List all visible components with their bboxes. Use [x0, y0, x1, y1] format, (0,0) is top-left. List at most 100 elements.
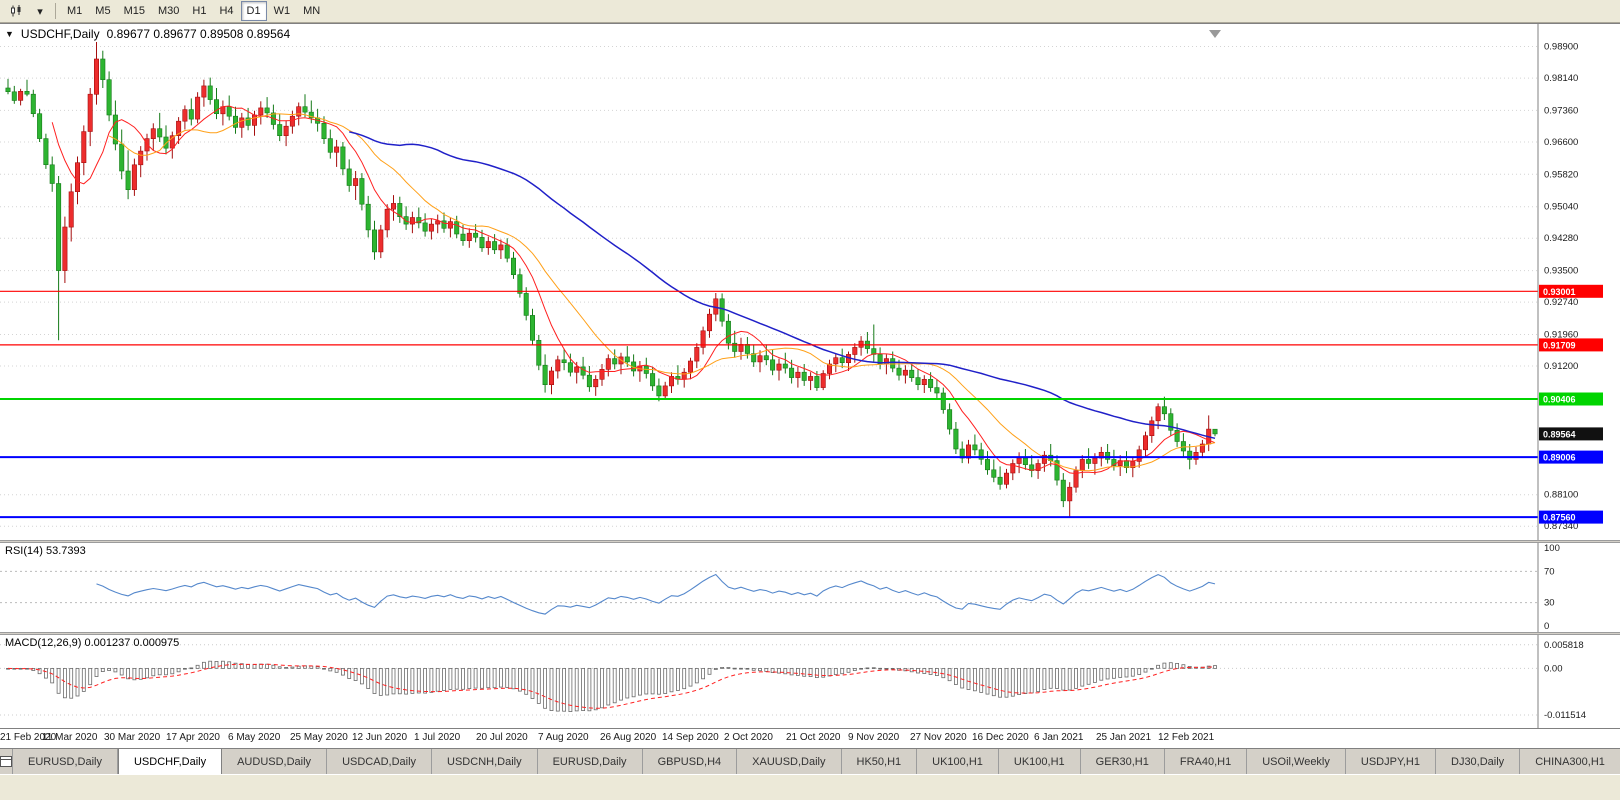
dropdown-arrow-icon[interactable]: ▾: [30, 1, 50, 21]
ma-8-line: [51, 105, 1216, 475]
svg-text:0.95820: 0.95820: [1544, 169, 1578, 180]
chart-tab-audusd-daily[interactable]: AUDUSD,Daily: [222, 749, 328, 774]
price-panel: ▼ USDCHF,Daily 0.89677 0.89677 0.89508 0…: [0, 24, 1620, 540]
timeframe-m30[interactable]: M30: [152, 1, 185, 21]
timeframe-buttons: M1 M5 M15 M30 H1 H4 D1 W1 MN: [61, 1, 326, 21]
price-badge: 0.87560: [1539, 510, 1603, 524]
price-badge: 0.91709: [1539, 338, 1603, 352]
date-label: 9 Nov 2020: [848, 732, 900, 743]
price-badge: 0.89564: [1539, 427, 1603, 441]
toolbar: ▾ M1 M5 M15 M30 H1 H4 D1 W1 MN: [0, 0, 1620, 23]
svg-text:0.91709: 0.91709: [1543, 340, 1576, 350]
svg-text:0.91200: 0.91200: [1544, 361, 1578, 372]
chart-tab-eurusd-daily[interactable]: EURUSD,Daily: [538, 749, 643, 774]
timeframe-w1[interactable]: W1: [268, 1, 297, 21]
charts-list-icon[interactable]: [0, 749, 13, 774]
macd-signal-line: [7, 663, 1216, 709]
chart-tab-uk100-h1[interactable]: UK100,H1: [999, 749, 1081, 774]
date-label: 6 May 2020: [228, 732, 281, 743]
macd-label: MACD(12,26,9) 0.001237 0.000975: [5, 637, 180, 649]
macd-panel: MACD(12,26,9) 0.001237 0.000975 0.005818…: [0, 635, 1620, 728]
date-label: 20 Jul 2020: [476, 732, 528, 743]
svg-text:-0.011514: -0.011514: [1544, 710, 1586, 721]
chart-tab-hk50-h1[interactable]: HK50,H1: [842, 749, 918, 774]
svg-text:0.93001: 0.93001: [1543, 287, 1576, 297]
macd-histogram: [6, 660, 1217, 713]
chart-tab-dj30-daily[interactable]: DJ30,Daily: [1436, 749, 1521, 774]
chart-tab-china300-h1[interactable]: CHINA300,H1: [1520, 749, 1620, 774]
svg-text:0.90406: 0.90406: [1543, 395, 1576, 405]
chart-tab-usdcnh-daily[interactable]: USDCNH,Daily: [432, 749, 538, 774]
candlestick-chart-icon[interactable]: [3, 1, 29, 21]
chart-tabbar: EURUSD,Daily USDCHF,Daily AUDUSD,Daily USDC…: [0, 748, 1620, 774]
timeframe-m15[interactable]: M15: [118, 1, 151, 21]
date-label: 7 Aug 2020: [538, 732, 589, 743]
price-chart-svg[interactable]: 0.98900 0.98140 0.97360 0.96600 0.95820 0.950…: [0, 24, 1620, 540]
svg-text:0.98140: 0.98140: [1544, 73, 1578, 84]
timeframe-m5[interactable]: M5: [89, 1, 116, 21]
chart-tab-fra40-h1[interactable]: FRA40,H1: [1165, 749, 1248, 774]
svg-text:0.00: 0.00: [1544, 663, 1563, 674]
timeframe-d1[interactable]: D1: [240, 1, 267, 21]
date-label: 2 Oct 2020: [724, 732, 773, 743]
chart-region: ▼ USDCHF,Daily 0.89677 0.89677 0.89508 0…: [0, 23, 1620, 748]
panel-splitter[interactable]: [0, 540, 1620, 543]
chart-shift-icon[interactable]: [1209, 30, 1221, 38]
chart-tab-xauusd-daily[interactable]: XAUUSD,Daily: [737, 749, 842, 774]
date-label: 1 Jul 2020: [414, 732, 461, 743]
svg-text:0.97360: 0.97360: [1544, 105, 1578, 116]
date-label: 12 Feb 2021: [1158, 732, 1215, 743]
timeframe-h1[interactable]: H1: [186, 1, 212, 21]
date-label: 14 Sep 2020: [662, 732, 719, 743]
ma-17-line: [108, 113, 1216, 472]
date-label: 12 Jun 2020: [352, 732, 408, 743]
price-badge: 0.93001: [1539, 284, 1603, 298]
symbol-marker-icon: ▼: [5, 29, 14, 39]
svg-text:0.87340: 0.87340: [1544, 521, 1578, 532]
timeframe-h4[interactable]: H4: [213, 1, 239, 21]
svg-text:0.89564: 0.89564: [1543, 429, 1576, 439]
rsi-chart-svg[interactable]: 100 70 30 0: [0, 543, 1620, 632]
price-badge: 0.90406: [1539, 392, 1603, 406]
macd-chart-svg[interactable]: 0.005818 0.00 -0.011514: [0, 635, 1620, 728]
svg-text:0.005818: 0.005818: [1544, 640, 1584, 651]
svg-text:0.89006: 0.89006: [1543, 453, 1576, 463]
candles: [5, 42, 1218, 517]
date-label: 11 Mar 2020: [42, 732, 98, 743]
date-label: 21 Feb 2020: [0, 732, 57, 743]
chart-tab-usdjpy-h1[interactable]: USDJPY,H1: [1346, 749, 1436, 774]
timeframe-m1[interactable]: M1: [61, 1, 88, 21]
date-label: 25 Jan 2021: [1096, 732, 1152, 743]
timeframe-mn[interactable]: MN: [297, 1, 326, 21]
svg-text:0.96600: 0.96600: [1544, 137, 1578, 148]
ma-55-line: [349, 131, 1216, 440]
window-grid-glyph: [0, 756, 12, 767]
candlestick-glyph: [11, 5, 21, 17]
panel-splitter[interactable]: [0, 632, 1620, 635]
date-axis[interactable]: 21 Feb 2020 11 Mar 2020 30 Mar 2020 17 Apr …: [0, 728, 1620, 748]
chart-tab-eurusd-daily[interactable]: EURUSD,Daily: [13, 749, 118, 774]
date-label: 21 Oct 2020: [786, 732, 841, 743]
chart-tab-usoil-weekly[interactable]: USOil,Weekly: [1247, 749, 1346, 774]
chart-ohlc-values: 0.89677 0.89677 0.89508 0.89564: [106, 27, 291, 41]
rsi-label: RSI(14) 53.7393: [5, 545, 86, 557]
chart-tab-usdcad-daily[interactable]: USDCAD,Daily: [327, 749, 433, 774]
svg-text:0.98900: 0.98900: [1544, 42, 1578, 53]
chart-symbol-label: USDCHF,Daily: [20, 27, 100, 41]
date-label: 25 May 2020: [290, 732, 348, 743]
rsi-line: [96, 573, 1216, 615]
chart-title: ▼ USDCHF,Daily 0.89677 0.89677 0.89508 0…: [5, 27, 290, 41]
svg-text:0.94280: 0.94280: [1544, 233, 1578, 244]
chart-tab-gbpusd-h4[interactable]: GBPUSD,H4: [643, 749, 738, 774]
chart-tab-ger30-h1[interactable]: GER30,H1: [1081, 749, 1165, 774]
chart-tab-usdchf-daily[interactable]: USDCHF,Daily: [117, 749, 223, 774]
rsi-panel: RSI(14) 53.7393 100 70 30 0: [0, 543, 1620, 632]
date-label: 16 Dec 2020: [972, 732, 1029, 743]
svg-text:100: 100: [1544, 543, 1560, 554]
chart-tab-uk100-h1[interactable]: UK100,H1: [917, 749, 999, 774]
svg-text:70: 70: [1544, 566, 1555, 577]
svg-text:0.87560: 0.87560: [1543, 513, 1576, 523]
date-label: 27 Nov 2020: [910, 732, 967, 743]
svg-text:0: 0: [1544, 621, 1549, 632]
svg-text:0.95040: 0.95040: [1544, 202, 1578, 213]
